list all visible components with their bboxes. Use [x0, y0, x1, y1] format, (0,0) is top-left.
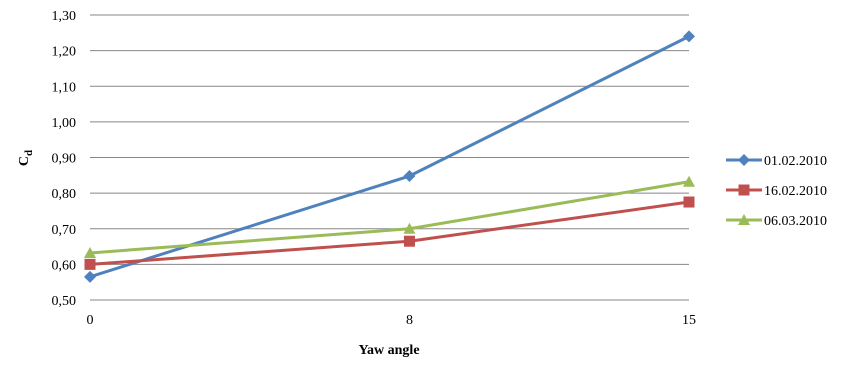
gridlines — [90, 14, 689, 265]
series-line — [89, 35, 690, 279]
legend-label: 16.02.2010 — [764, 184, 827, 199]
data-point-marker — [683, 175, 695, 187]
data-point-marker — [683, 30, 695, 43]
legend-item: 01.02.2010 — [726, 154, 827, 169]
y-tick-label: 0,80 — [52, 187, 77, 202]
series-06.03.2010 — [84, 175, 695, 258]
y-tick-label: 0,70 — [52, 223, 77, 238]
data-point-marker — [683, 196, 695, 208]
y-tick-label: 0,60 — [52, 258, 77, 273]
y-tick-label: 1,00 — [52, 116, 77, 131]
y-tick-label: 0,90 — [52, 152, 77, 167]
series-16.02.2010 — [84, 196, 695, 270]
x-tick-label: 8 — [406, 313, 413, 328]
legend-item: 06.03.2010 — [726, 214, 827, 229]
series-line — [89, 200, 690, 266]
data-point-marker — [403, 235, 415, 247]
y-tick-label: 1,10 — [52, 80, 77, 95]
data-point-marker — [84, 246, 96, 258]
legend: 01.02.2010 16.02.2010 06.03.2010 — [726, 154, 827, 229]
legend-marker — [738, 214, 750, 225]
series-01.02.2010 — [84, 30, 695, 283]
legend-marker — [738, 184, 750, 196]
data-point-marker — [84, 258, 96, 270]
y-axis-title-subscript: d — [23, 150, 35, 156]
y-tick-labels: 0,50 0,60 0,70 0,80 0,90 1,00 1,10 1,20 1,30 — [52, 9, 77, 309]
x-tick-labels: 0 8 15 — [87, 313, 697, 328]
y-tick-label: 1,20 — [52, 45, 77, 60]
legend-marker — [738, 154, 750, 166]
x-tick-label: 0 — [87, 313, 94, 328]
y-axis-title: Cd — [17, 150, 35, 166]
y-axis-title-main: C — [17, 156, 32, 166]
data-point-marker — [84, 270, 96, 283]
series-lines — [84, 30, 695, 283]
legend-label: 06.03.2010 — [764, 214, 827, 229]
legend-label: 01.02.2010 — [764, 154, 827, 169]
data-point-marker — [403, 222, 416, 234]
y-tick-label: 1,30 — [52, 9, 77, 24]
x-tick-label: 15 — [682, 313, 696, 328]
y-tick-label: 0,50 — [52, 294, 77, 309]
legend-item: 16.02.2010 — [726, 184, 827, 199]
x-axis-title: Yaw angle — [358, 343, 419, 358]
data-point-marker — [403, 170, 416, 183]
